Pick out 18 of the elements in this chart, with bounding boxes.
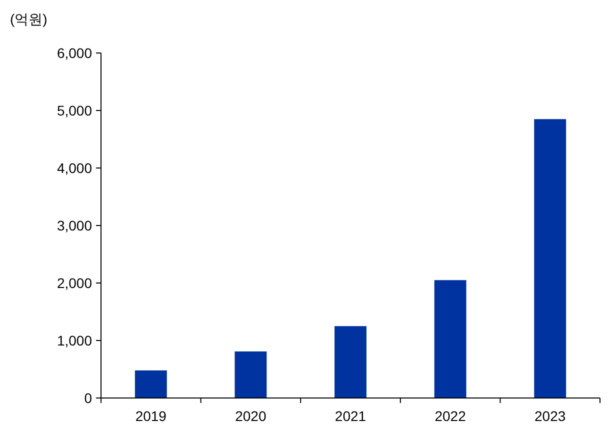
y-tick-label: 5,000 [56,102,92,118]
x-tick-label: 2019 [135,408,167,424]
x-tick-label: 2020 [235,408,266,424]
y-tick-label: 1,000 [56,332,92,348]
bar [234,351,267,398]
bar [334,326,366,398]
bar [134,370,167,398]
y-tick-label: 4,000 [56,160,92,176]
x-tick-label: 2023 [534,408,566,424]
y-axis-title: (억원) [10,11,48,27]
y-tick-label: 2,000 [56,275,92,291]
bar [534,119,566,398]
bar [434,280,466,398]
x-tick-label: 2022 [434,408,466,424]
y-tick-label: 3,000 [56,218,92,234]
y-tick-label: 6,000 [56,45,92,61]
y-tick-label: 0 [84,390,92,406]
x-tick-label: 2021 [334,408,366,424]
